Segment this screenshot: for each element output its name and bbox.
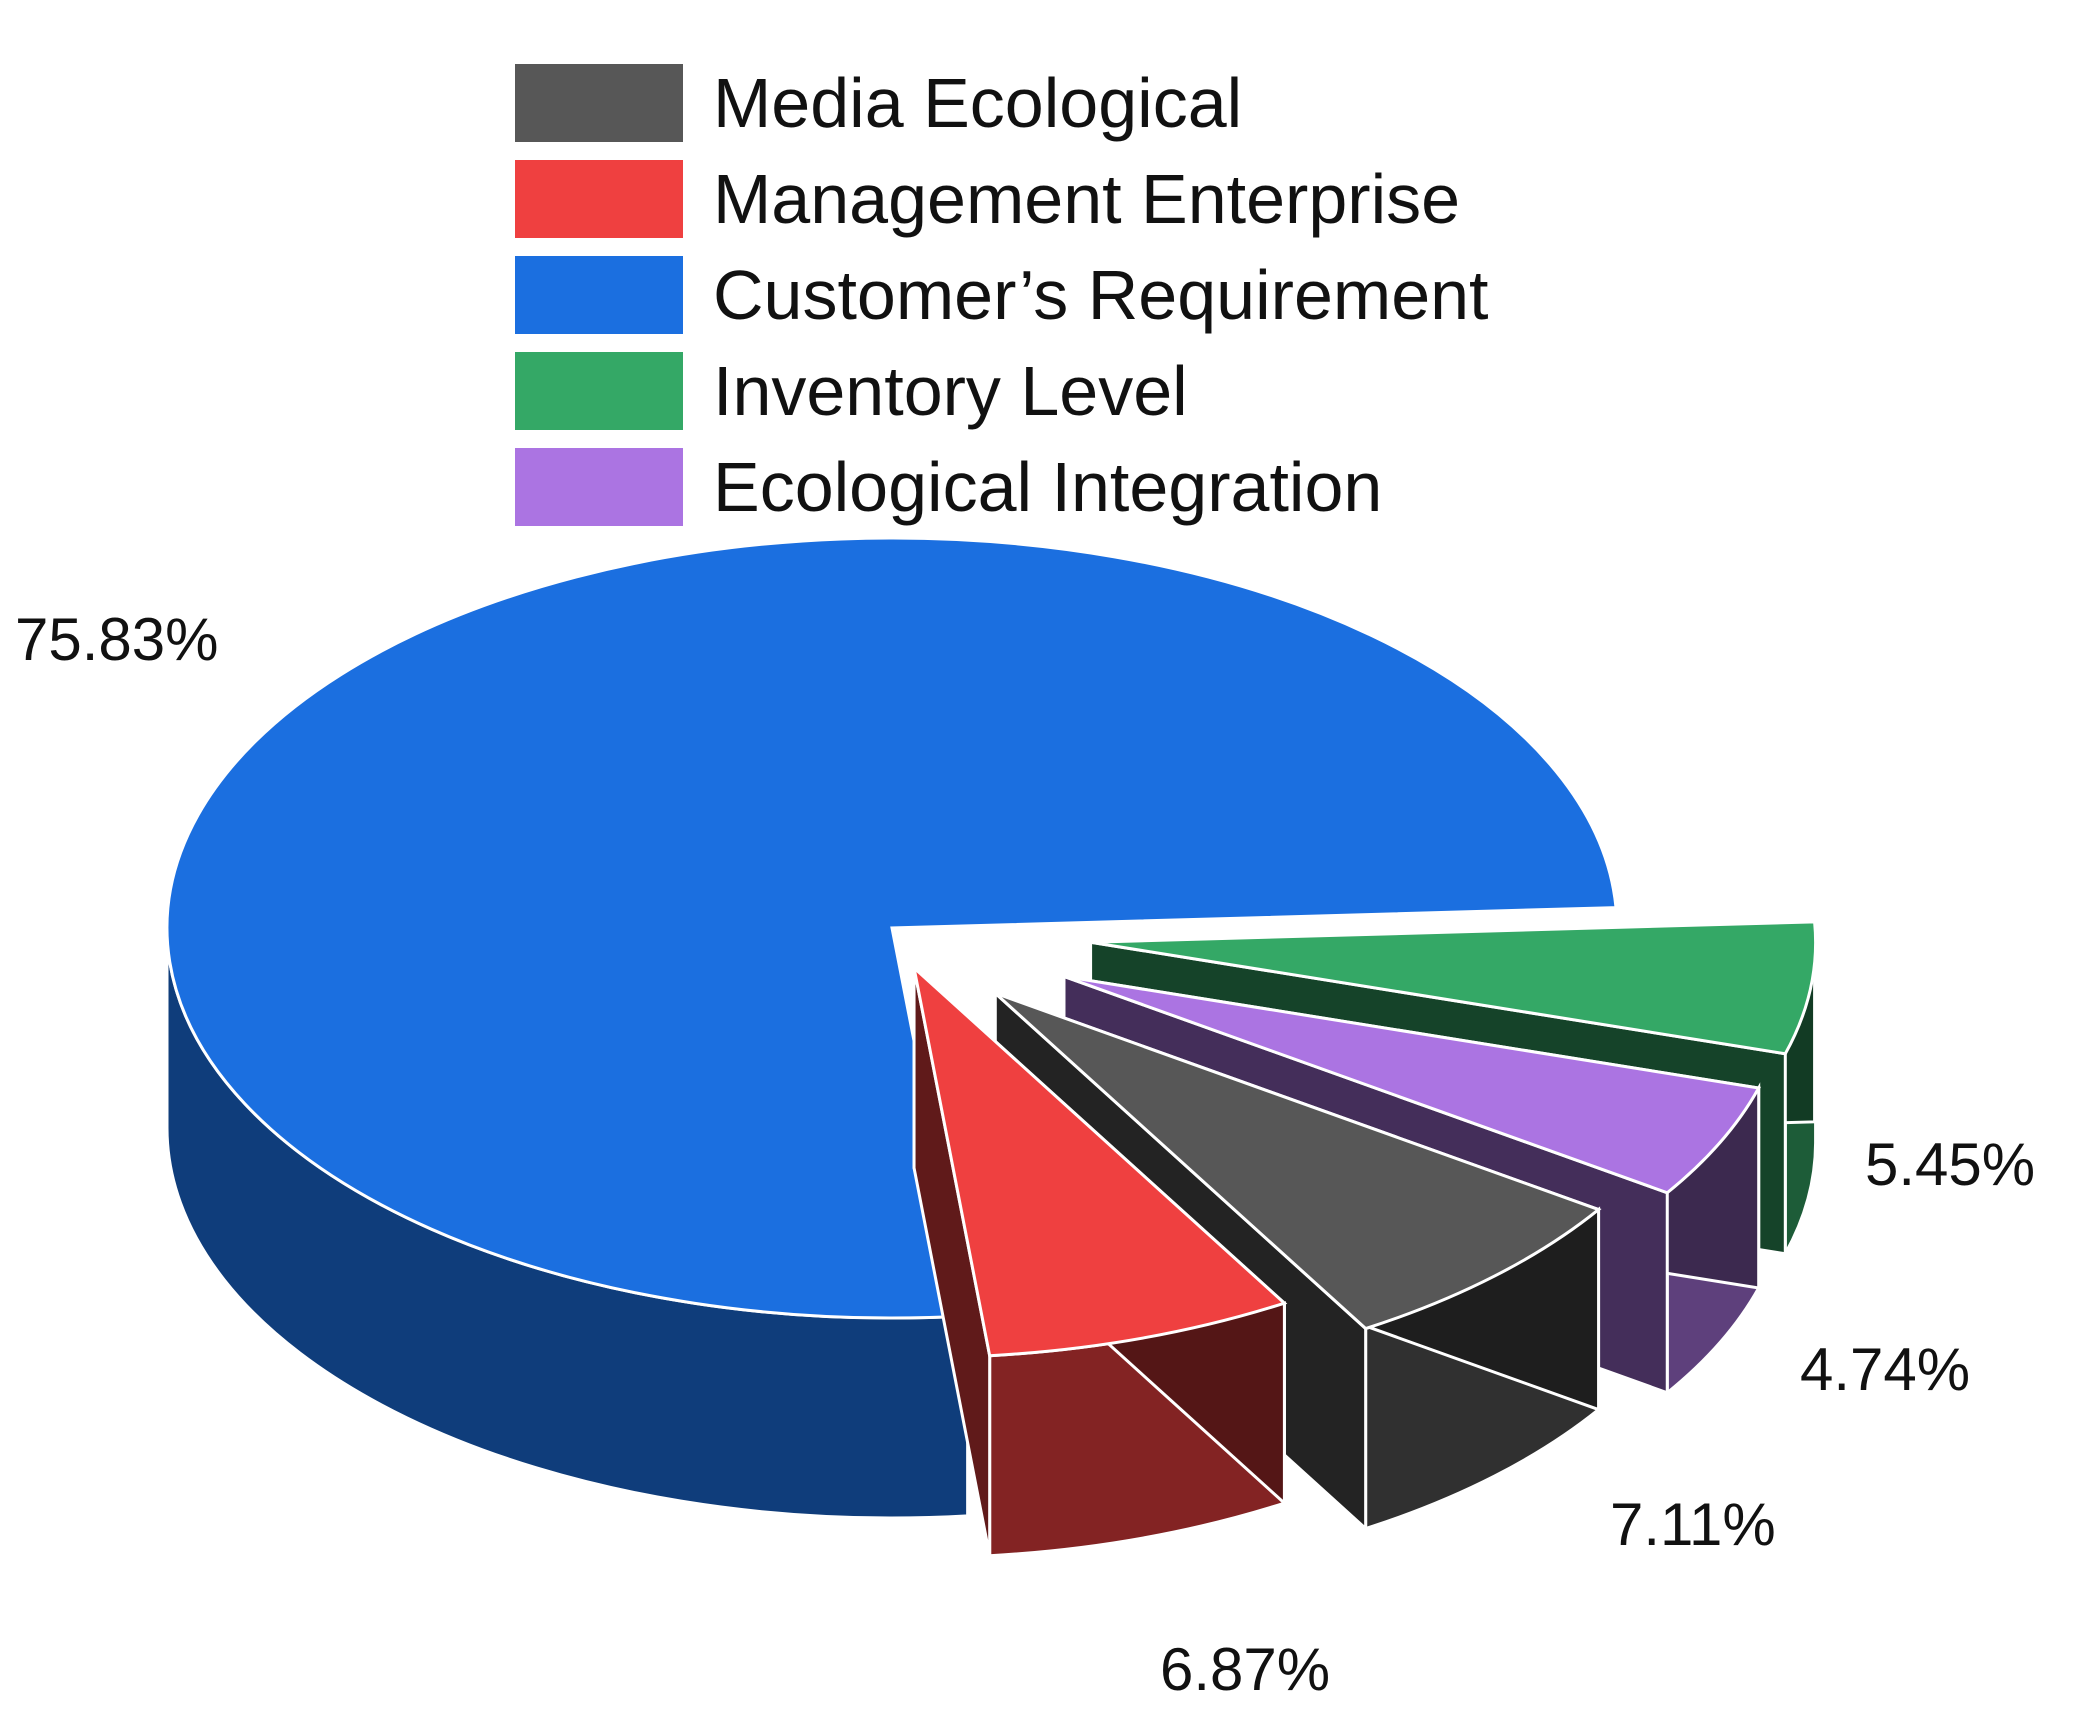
slice-top-face [1090,920,1818,1056]
slice-top-face [165,536,1618,1320]
pct-label-ecological-integration: 4.74% [1800,1336,1970,1403]
legend-swatch [515,64,683,142]
legend-item-inventory-level: Inventory Level [515,343,1489,439]
legend-label: Customer’s Requirement [713,256,1489,334]
pct-label-inventory-level: 5.45% [1865,1131,2035,1198]
legend-label: Media Ecological [713,64,1243,142]
pie-slice-management-enterprise [911,963,1288,1558]
legend-swatch [515,352,683,430]
legend-label: Management Enterprise [713,160,1461,238]
legend-item-ecological-integration: Ecological Integration [515,439,1489,535]
chart-legend: Media Ecological Management Enterprise C… [515,55,1489,535]
legend-swatch [515,448,683,526]
pct-label-management-enterprise: 6.87% [1160,1636,1330,1703]
legend-item-media-ecological: Media Ecological [515,55,1489,151]
legend-item-customers-requirement: Customer’s Requirement [515,247,1489,343]
slice-top-face [994,991,1602,1331]
legend-swatch [515,256,683,334]
legend-item-management-enterprise: Management Enterprise [515,151,1489,247]
legend-swatch [515,160,683,238]
legend-label: Inventory Level [713,352,1188,430]
pct-label-media-ecological: 7.11% [1610,1491,1776,1558]
legend-label: Ecological Integration [713,448,1383,526]
slice-top-face [911,963,1288,1358]
slice-top-face [1063,974,1762,1195]
pct-label-customers-requirement: 75.83% [15,606,219,673]
